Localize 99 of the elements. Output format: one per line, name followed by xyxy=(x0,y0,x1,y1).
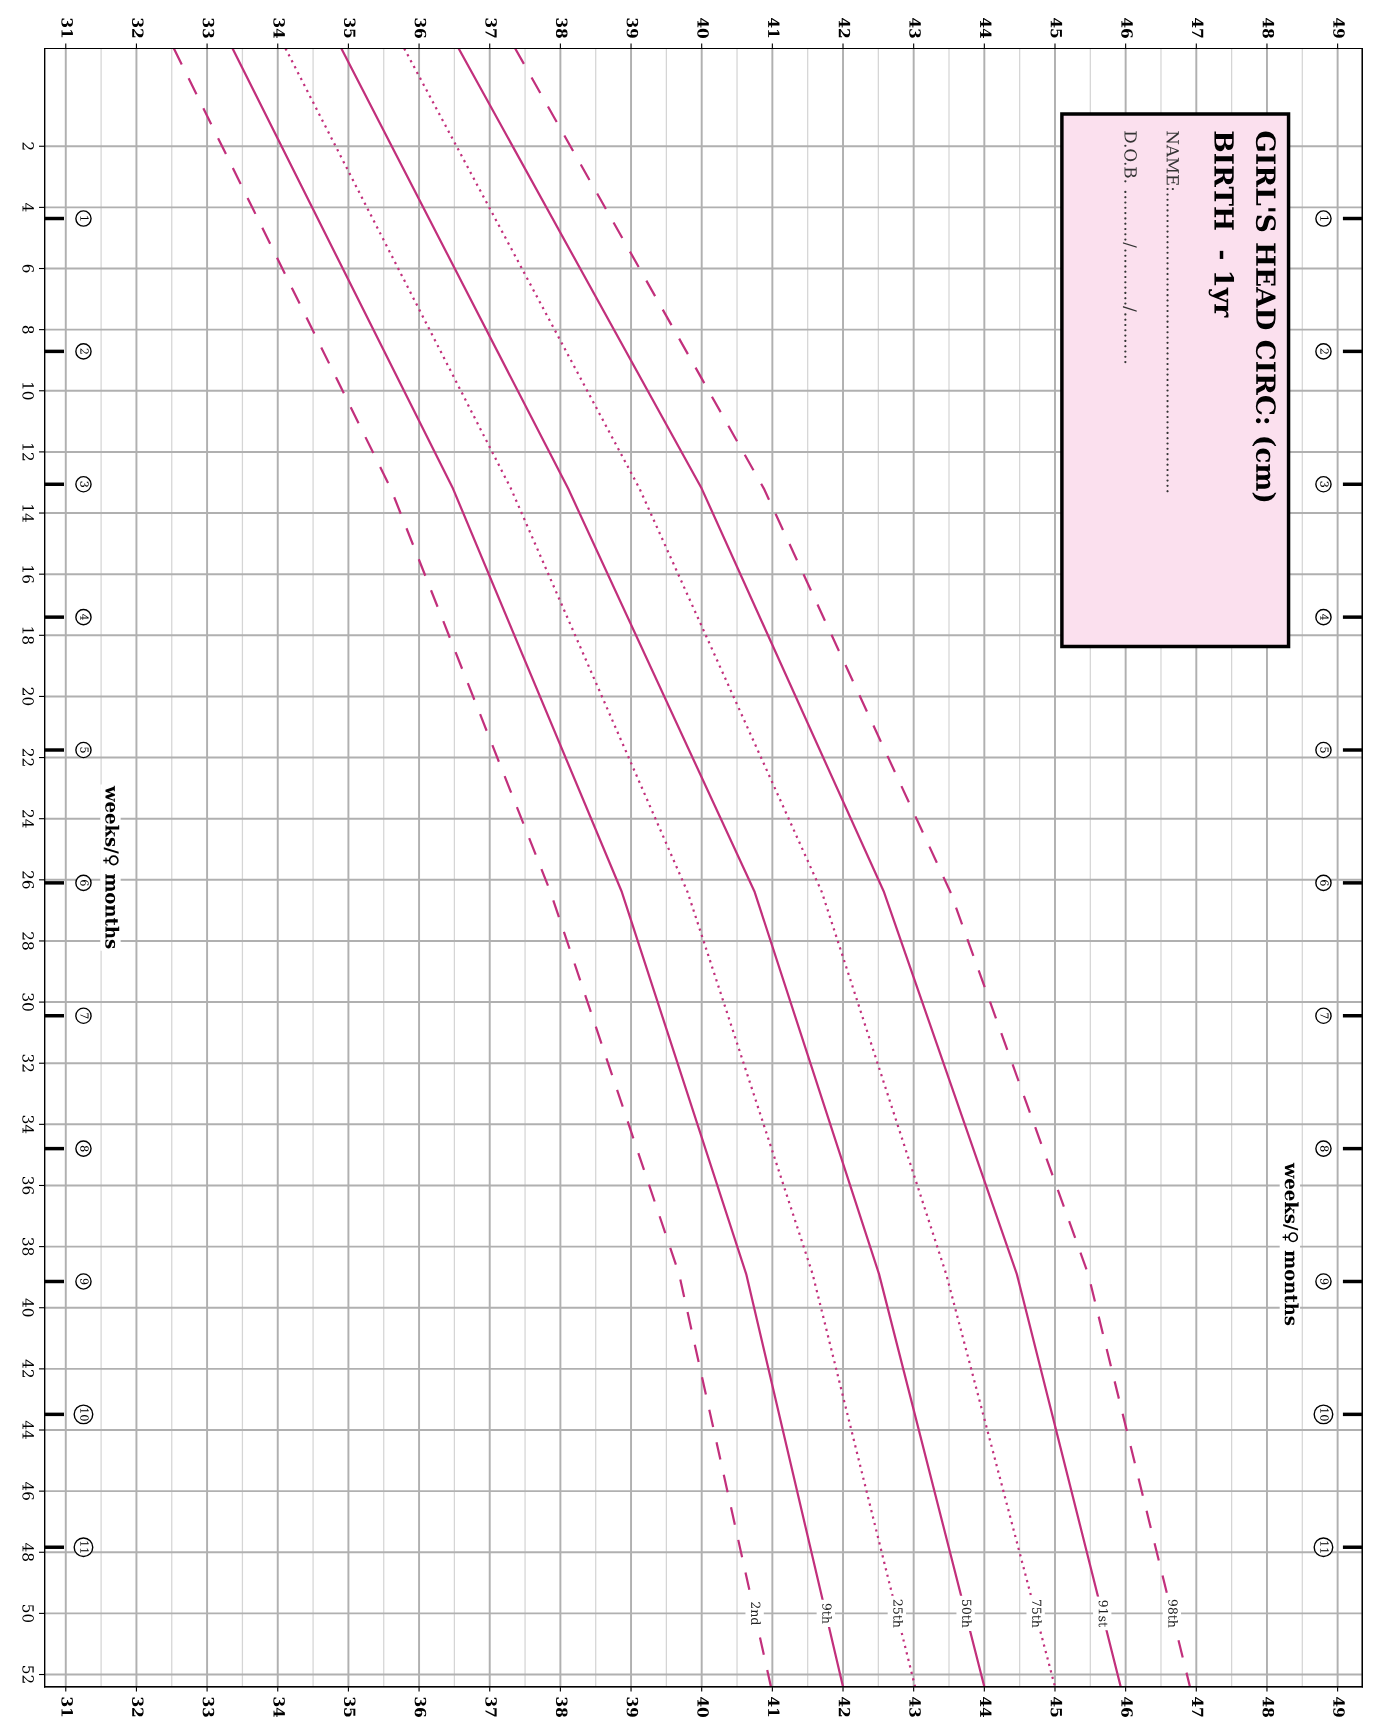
y2-tick-label: 1 xyxy=(80,216,89,221)
text: BIRTH - 1yr xyxy=(1208,131,1235,318)
y-tick-label: 26 xyxy=(22,871,34,889)
y-tick-label: 42 xyxy=(22,1359,34,1378)
y3-tick-label: 11 xyxy=(1320,1541,1329,1553)
x2-tick-label: 46 xyxy=(1121,1697,1133,1717)
x-tick-label: 38 xyxy=(555,18,568,38)
x2-tick-label: 36 xyxy=(414,1697,427,1717)
y-tick-label: 12 xyxy=(22,444,34,461)
y3-tick-label: 6 xyxy=(1320,880,1329,886)
x2-tick-label: 38 xyxy=(555,1697,568,1717)
y2-tick-label: 11 xyxy=(80,1541,89,1553)
y-tick-label: 52 xyxy=(22,1666,34,1683)
y-tick-label: 34 xyxy=(22,1115,34,1134)
x2-tick-label: 44 xyxy=(980,1697,992,1718)
text: 75th xyxy=(1032,1599,1042,1628)
x-tick-label: 43 xyxy=(909,18,921,38)
x-tick-label: 34 xyxy=(273,18,285,39)
y-tick-label: 22 xyxy=(22,748,34,766)
text: 25th xyxy=(893,1599,903,1628)
y-tick-label: 30 xyxy=(22,993,34,1011)
y-tick-label: 16 xyxy=(22,566,34,583)
y-tick-label: 50 xyxy=(22,1604,34,1623)
x2-tick-label: 49 xyxy=(1333,1697,1345,1717)
annotation: NAME:......................................................... xyxy=(1166,131,1179,493)
y2-tick-label: 8 xyxy=(80,1145,89,1152)
y-tick-label: 40 xyxy=(22,1298,34,1317)
y3-axis-title: weeks/♀ months xyxy=(1282,1162,1299,1326)
x2-tick-label: 33 xyxy=(202,1697,215,1717)
y-tick-label: 20 xyxy=(22,687,34,706)
y-tick-label: 24 xyxy=(22,810,34,828)
x-tick-label: 44 xyxy=(980,18,992,39)
y-tick-label: 44 xyxy=(22,1420,34,1439)
y2-tick-label: 2 xyxy=(80,348,89,354)
y3-tick-label: 4 xyxy=(1320,613,1329,621)
x-tick-label: 40 xyxy=(697,18,709,38)
x2-tick-label: 47 xyxy=(1192,1697,1204,1717)
y2-tick-label: 7 xyxy=(80,1013,89,1019)
y-tick-label: 14 xyxy=(22,505,34,522)
y-tick-label: 6 xyxy=(22,264,34,273)
y-tick-label: 2 xyxy=(22,142,34,150)
x-tick-label: 45 xyxy=(1050,18,1063,38)
y-tick-label: 28 xyxy=(22,932,34,950)
x2-tick-label: 41 xyxy=(768,1697,780,1717)
y2-tick-label: 10 xyxy=(80,1408,89,1421)
y3-tick-label: 3 xyxy=(1320,481,1329,487)
y2-tick-label: 3 xyxy=(80,481,89,487)
y3-tick-label: 1 xyxy=(1320,216,1329,221)
x2-tick-label: 35 xyxy=(343,1697,356,1717)
y-tick-label: 46 xyxy=(22,1481,34,1500)
x-tick-label: 37 xyxy=(485,18,497,38)
y-tick-label: 38 xyxy=(22,1238,34,1256)
y-tick-label: 48 xyxy=(22,1543,34,1561)
x2-tick-label: 48 xyxy=(1262,1697,1275,1717)
x-tick-label: 42 xyxy=(838,18,851,38)
y3-tick-label: 2 xyxy=(1320,348,1329,354)
text: 2nd xyxy=(750,1602,761,1626)
y3-tick-label: 8 xyxy=(1320,1145,1329,1152)
x2-tick-label: 39 xyxy=(626,1697,639,1717)
y2-axis-title: weeks/♀ months xyxy=(103,785,120,949)
x-tick-label: 46 xyxy=(1121,18,1133,38)
x2-tick-label: 31 xyxy=(61,1697,73,1717)
y-tick-label: 18 xyxy=(22,627,34,644)
x2-tick-label: 43 xyxy=(909,1697,921,1717)
y2-tick-label: 5 xyxy=(80,747,89,753)
y2-tick-label: 6 xyxy=(80,880,89,886)
y3-tick-label: 10 xyxy=(1320,1408,1329,1421)
y-tick-label: 36 xyxy=(22,1176,34,1195)
text: 91st xyxy=(1098,1600,1109,1627)
y-tick-label: 32 xyxy=(22,1054,34,1072)
x-tick-label: 41 xyxy=(768,18,780,38)
y3-tick-label: 9 xyxy=(1320,1278,1329,1285)
text: GIRL'S HEAD CIRC: (cm) xyxy=(1252,131,1277,502)
x-tick-label: 32 xyxy=(132,18,144,38)
x-tick-label: 49 xyxy=(1333,18,1345,38)
annotation: D.O.B. ........../.........../.......... xyxy=(1122,131,1137,364)
x2-tick-label: 37 xyxy=(485,1697,497,1717)
y-tick-label: 10 xyxy=(22,382,34,400)
x-tick-label: 33 xyxy=(202,18,215,38)
y-tick-label: 8 xyxy=(22,325,34,334)
y2-tick-label: 4 xyxy=(80,613,89,621)
x-tick-label: 47 xyxy=(1192,18,1204,38)
x2-tick-label: 42 xyxy=(838,1697,851,1717)
text: 98th xyxy=(1168,1599,1178,1628)
x2-tick-label: 40 xyxy=(697,1697,709,1718)
x-tick-label: 31 xyxy=(61,18,73,38)
text: 9th xyxy=(822,1603,832,1624)
text: 50th xyxy=(961,1599,972,1628)
x-tick-label: 48 xyxy=(1262,18,1275,38)
y2-tick-label: 9 xyxy=(80,1278,89,1285)
y3-tick-label: 7 xyxy=(1320,1013,1329,1019)
x-tick-label: 36 xyxy=(414,18,427,38)
x-tick-label: 39 xyxy=(626,18,639,38)
y-tick-label: 4 xyxy=(22,202,34,212)
x2-tick-label: 34 xyxy=(273,1697,285,1718)
x2-tick-label: 32 xyxy=(132,1697,144,1717)
y3-tick-label: 5 xyxy=(1320,747,1329,753)
x-tick-label: 35 xyxy=(343,18,356,38)
x2-tick-label: 45 xyxy=(1050,1697,1063,1717)
